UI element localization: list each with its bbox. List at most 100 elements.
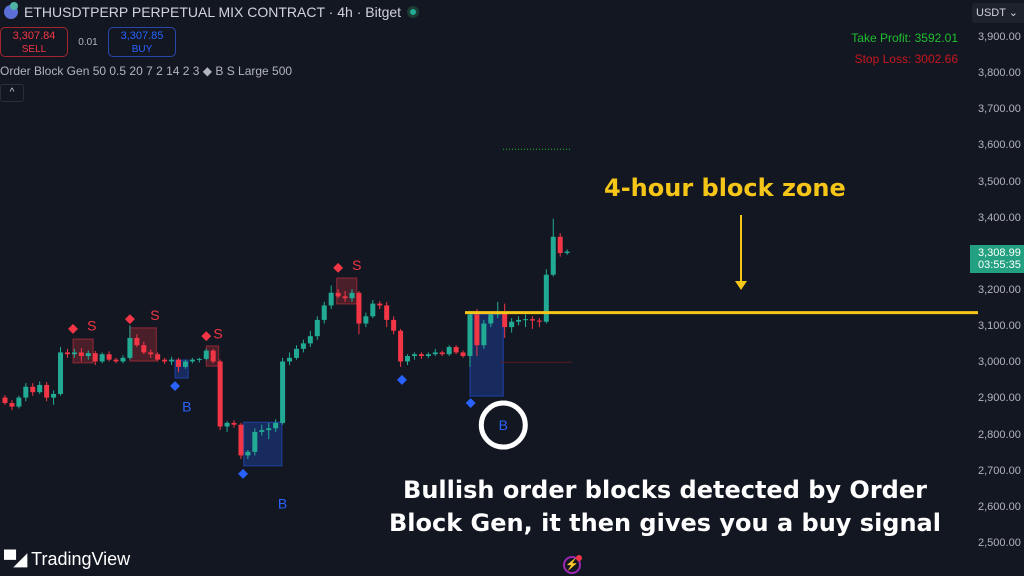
sell-signal-label: S bbox=[150, 307, 159, 323]
bearish-candle bbox=[106, 354, 112, 360]
sell-signal-label: S bbox=[352, 257, 361, 273]
bullish-candle bbox=[481, 323, 487, 346]
bullish-candle bbox=[37, 384, 43, 393]
bearish-candle bbox=[342, 296, 348, 299]
tradingview-mark-icon: ▀◢ bbox=[4, 549, 27, 569]
bullish-candle bbox=[363, 316, 369, 324]
signal-diamond-icon bbox=[397, 374, 407, 385]
highlight-circle bbox=[478, 400, 528, 450]
price-tick: 3,000.00 bbox=[978, 356, 1021, 369]
bullish-candle bbox=[550, 236, 556, 275]
bearish-candle bbox=[384, 305, 390, 320]
currency-select[interactable]: USDT ⌄ bbox=[972, 3, 1024, 23]
bullish-candle bbox=[370, 303, 376, 317]
bullish-candle bbox=[564, 251, 570, 254]
sell-button[interactable]: 3,307.84 SELL bbox=[0, 27, 68, 57]
bearish-candle bbox=[502, 312, 508, 328]
annotation-title: 4-hour block zone bbox=[604, 174, 846, 202]
annotation-caption: Bullish order blocks detected by Order Bl… bbox=[380, 474, 950, 540]
tradingview-logo[interactable]: ▀◢ TradingView bbox=[4, 549, 130, 570]
bullish-candle bbox=[224, 422, 230, 427]
buy-price: 3,307.85 bbox=[120, 30, 164, 42]
bullish-candle bbox=[488, 314, 494, 324]
bullish-candle bbox=[71, 352, 77, 355]
bullish-candle bbox=[432, 352, 438, 355]
bearish-candle bbox=[453, 346, 459, 353]
sell-label: SELL bbox=[21, 44, 47, 55]
lightning-icon[interactable]: ⚡ bbox=[563, 555, 582, 574]
bearish-candle bbox=[217, 361, 223, 427]
price-tick: 2,600.00 bbox=[978, 500, 1021, 513]
price-tick: 2,500.00 bbox=[978, 536, 1021, 549]
bearish-candle bbox=[64, 352, 70, 355]
bearish-candle bbox=[210, 350, 216, 362]
signal-diamond-icon bbox=[238, 468, 248, 479]
caption-line-2: Block Gen, it then gives you a buy signa… bbox=[389, 509, 941, 537]
bearish-candle bbox=[238, 424, 244, 456]
bearish-candle bbox=[398, 330, 404, 362]
bearish-candle bbox=[113, 359, 119, 362]
bullish-candle bbox=[516, 319, 522, 322]
bullish-candle bbox=[85, 353, 91, 357]
stop-loss-label: Stop Loss: 3002.66 bbox=[854, 52, 958, 66]
bullish-candle bbox=[321, 305, 327, 320]
signal-diamond-icon bbox=[333, 262, 344, 273]
indicator-legend[interactable]: Order Block Gen 50 0.5 20 7 2 14 2 3 ◆ B… bbox=[0, 64, 293, 78]
bearish-candle bbox=[356, 292, 362, 324]
bullish-candle bbox=[182, 361, 188, 367]
bullish-candle bbox=[127, 337, 133, 358]
bearish-candle bbox=[536, 320, 542, 322]
bearish-candle bbox=[176, 359, 181, 367]
bullish-candle bbox=[349, 292, 355, 299]
bearish-candle bbox=[391, 319, 397, 331]
bearish-order-block bbox=[72, 338, 94, 364]
bullish-candle bbox=[280, 361, 286, 423]
buy-button[interactable]: 3,307.85 BUY bbox=[108, 27, 176, 57]
take-profit-label: Take Profit: 3592.01 bbox=[851, 31, 958, 45]
bullish-candle bbox=[189, 359, 195, 362]
last-price: 3,308.99 bbox=[978, 247, 1021, 259]
signal-diamond-icon bbox=[170, 381, 180, 391]
price-tick: 2,700.00 bbox=[978, 464, 1021, 477]
bullish-candle bbox=[196, 358, 202, 360]
bullish-candle bbox=[425, 354, 431, 357]
bullish-candle bbox=[99, 354, 105, 362]
bullish-candle bbox=[523, 319, 528, 321]
bearish-candle bbox=[335, 292, 341, 297]
price-tick: 3,100.00 bbox=[978, 320, 1021, 333]
bearish-order-block bbox=[336, 277, 358, 305]
bearish-candle bbox=[557, 236, 563, 254]
ethereum-icon bbox=[4, 2, 18, 19]
bullish-order-block bbox=[243, 421, 283, 467]
bullish-candle bbox=[58, 352, 64, 394]
bullish-candle bbox=[467, 314, 473, 357]
bearish-candle bbox=[148, 352, 154, 355]
trade-panel: 3,307.84 SELL 0.01 3,307.85 BUY bbox=[0, 27, 176, 57]
price-tick: 3,400.00 bbox=[978, 211, 1021, 224]
bearish-candle bbox=[474, 314, 480, 346]
buy-label: BUY bbox=[131, 44, 153, 55]
price-tick: 2,800.00 bbox=[978, 428, 1021, 441]
bearish-candle bbox=[30, 386, 36, 393]
symbol-title[interactable]: ETHUSDTPERP PERPETUAL MIX CONTRACT · 4h … bbox=[24, 4, 402, 20]
bearish-candle bbox=[460, 352, 466, 357]
bullish-candle bbox=[16, 397, 22, 407]
bearish-candle bbox=[141, 345, 147, 353]
signal-diamond-icon bbox=[201, 331, 212, 342]
bullish-candle bbox=[245, 451, 251, 456]
price-tick: 3,500.00 bbox=[978, 175, 1021, 188]
collapse-legend-button[interactable]: ^ bbox=[0, 84, 24, 102]
sell-price: 3,307.84 bbox=[12, 30, 56, 42]
bearish-candle bbox=[9, 403, 15, 407]
bearish-order-block bbox=[129, 327, 157, 362]
bullish-candle bbox=[405, 356, 411, 362]
bullish-candle bbox=[287, 357, 293, 362]
bullish-candle bbox=[203, 350, 209, 359]
bullish-candle bbox=[411, 354, 417, 357]
bullish-candle bbox=[169, 359, 175, 362]
bearish-candle bbox=[92, 353, 98, 362]
bullish-candle bbox=[509, 321, 515, 328]
bullish-candle bbox=[307, 336, 313, 344]
price-tick: 3,200.00 bbox=[978, 283, 1021, 296]
